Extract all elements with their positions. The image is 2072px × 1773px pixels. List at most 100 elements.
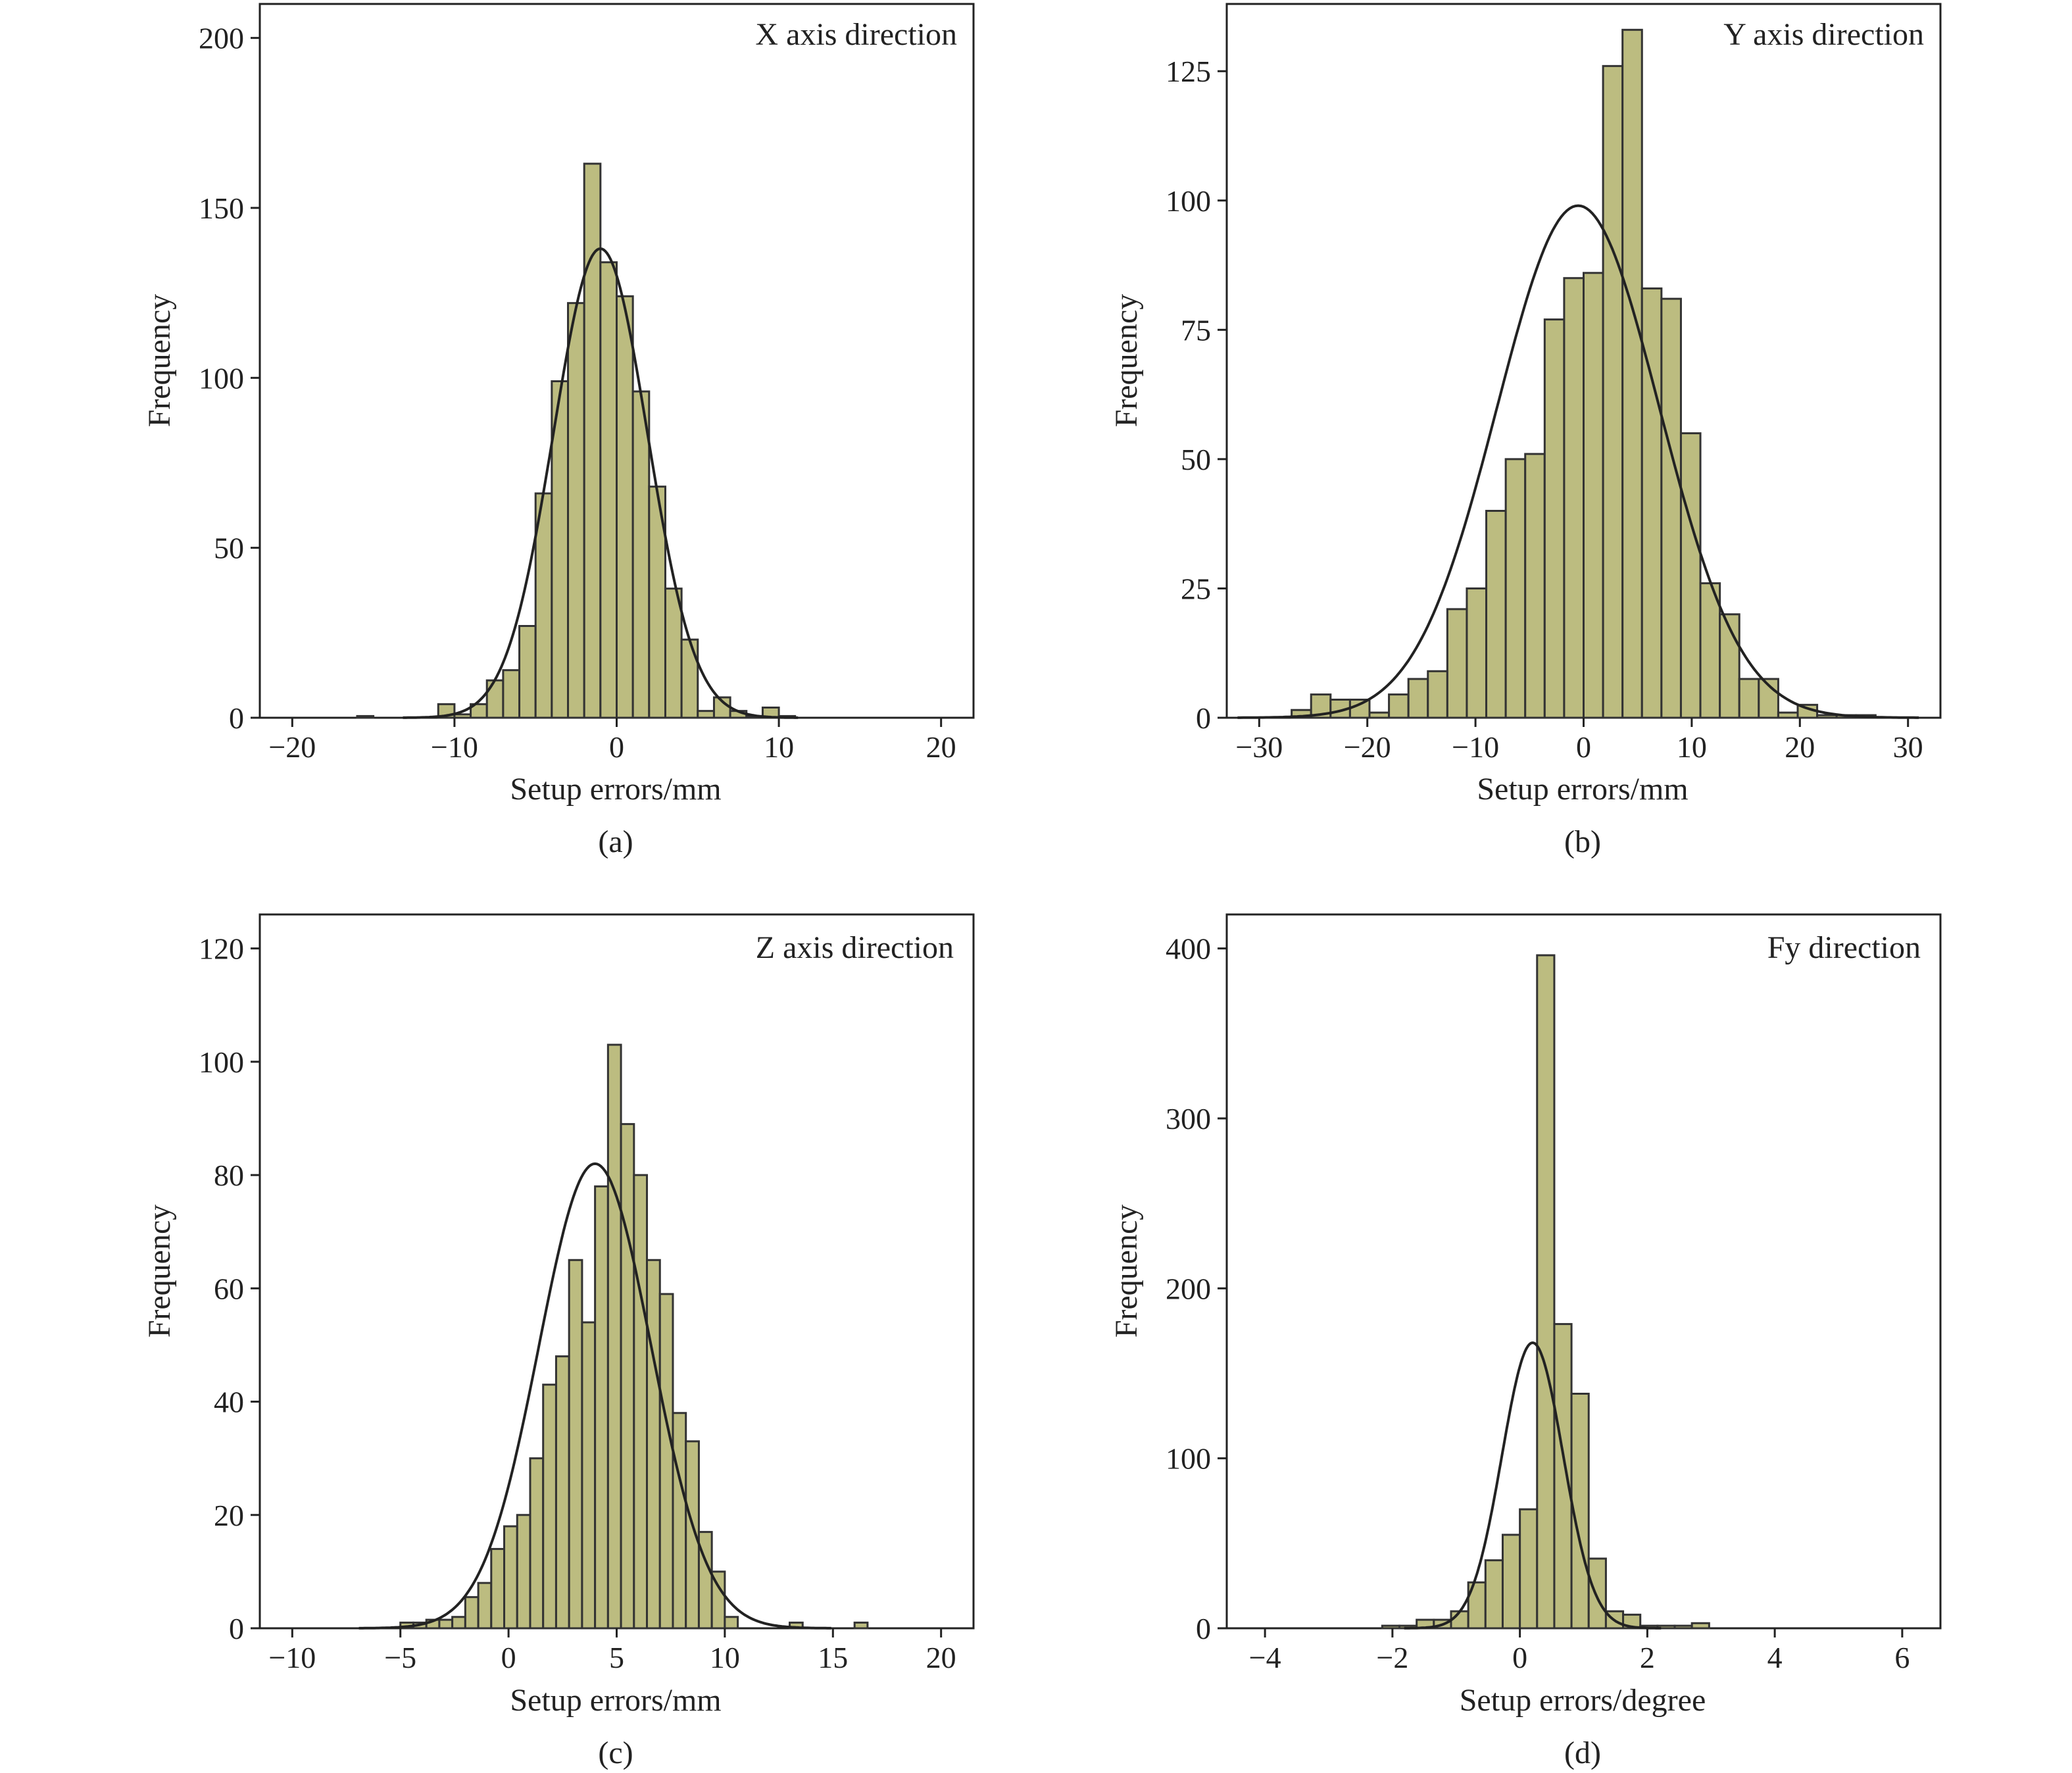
- panel-caption: (d): [1564, 1736, 1601, 1770]
- histogram-bar: [451, 1616, 466, 1630]
- y-tick-label: 80: [214, 1159, 244, 1192]
- histogram-bar: [1699, 582, 1721, 719]
- x-tick-label: −5: [384, 1641, 416, 1674]
- histogram-bar: [594, 1185, 609, 1630]
- y-axis-title: Frequency: [1109, 294, 1144, 428]
- histogram-bar: [1758, 678, 1779, 719]
- panel-title: Fy direction: [1767, 930, 1921, 965]
- y-tick-label: 0: [229, 1612, 244, 1645]
- histogram-bar: [606, 1043, 622, 1630]
- histogram-bar: [453, 713, 472, 719]
- y-tick-label: 200: [1166, 1272, 1211, 1305]
- axis-ticks: −4 −2 0 2 4 6 0 100 200 300 400: [1166, 932, 1910, 1674]
- histogram-bar: [1388, 693, 1410, 719]
- histogram-bar: [581, 1321, 597, 1630]
- panel-caption: (c): [598, 1736, 633, 1770]
- histogram-bar: [697, 710, 715, 719]
- histogram-bar: [485, 679, 505, 719]
- panel-c: −10 −5 0 5 10 15 20 0 20 40 60 80 100 120 Z axis dire…: [142, 913, 975, 1770]
- normal-fit-curve: [403, 247, 799, 719]
- x-tick-label: −30: [1235, 730, 1283, 764]
- histogram-bar: [502, 669, 521, 719]
- y-tick-label: 25: [1181, 572, 1211, 605]
- histogram-bar: [1485, 510, 1507, 719]
- histogram-bar: [1738, 678, 1760, 719]
- histogram-bar: [1777, 711, 1799, 719]
- x-tick-label: 0: [501, 1641, 516, 1674]
- histogram-bar: [672, 1412, 687, 1630]
- histogram-bar: [620, 1123, 635, 1630]
- x-tick-label: −20: [1344, 730, 1391, 764]
- x-tick-label: 10: [764, 730, 794, 764]
- histogram-bar: [1583, 272, 1604, 719]
- histogram-bar: [633, 1174, 649, 1630]
- y-axis-title: Frequency: [142, 1205, 177, 1338]
- histogram-bar: [1621, 28, 1643, 719]
- x-axis-title: Setup errors/mm: [510, 1683, 721, 1718]
- histogram-bar: [551, 380, 570, 719]
- x-axis-title: Setup errors/mm: [1477, 772, 1688, 807]
- histogram-bar: [646, 1259, 661, 1630]
- histogram-bar: [1446, 608, 1468, 719]
- x-tick-label: 20: [1785, 730, 1815, 764]
- panel-b: −30 −20 −10 0 10 20 30 0 25 50 75 100 125 Y axis dir…: [1109, 3, 1942, 859]
- y-tick-label: 60: [214, 1272, 244, 1305]
- histogram-bar: [1587, 1557, 1607, 1630]
- y-tick-label: 50: [214, 532, 244, 565]
- histogram-bar: [616, 295, 634, 719]
- y-tick-label: 0: [229, 701, 244, 735]
- histogram-bar: [464, 1596, 480, 1630]
- y-tick-label: 100: [1166, 1442, 1211, 1476]
- x-tick-label: 2: [1640, 1641, 1655, 1674]
- normal-fit-curve: [1404, 1341, 1662, 1630]
- y-tick-label: 120: [199, 932, 244, 966]
- histogram-bar: [1640, 287, 1663, 719]
- histogram-bar: [542, 1384, 557, 1630]
- histogram-bars: [1291, 28, 1877, 719]
- histogram-bar: [529, 1457, 545, 1630]
- axis-ticks: −10 −5 0 5 10 15 20 0 20 40 60 80 100 120: [199, 932, 956, 1674]
- x-tick-label: 5: [609, 1641, 624, 1674]
- histogram-bar: [518, 625, 537, 719]
- y-tick-label: 20: [214, 1499, 244, 1532]
- x-tick-label: 20: [926, 1641, 956, 1674]
- histogram-bar: [1660, 297, 1682, 719]
- histogram-bar: [1816, 714, 1838, 719]
- x-tick-label: −4: [1249, 1641, 1281, 1674]
- histogram-bar: [710, 1570, 726, 1630]
- histogram-bar: [1673, 1624, 1693, 1630]
- histogram-bar: [1466, 587, 1488, 719]
- histogram-bar: [1504, 458, 1527, 719]
- x-axis-title: Setup errors/degree: [1460, 1683, 1706, 1718]
- normal-fit-curve: [358, 1162, 831, 1630]
- histogram-bar: [503, 1525, 518, 1630]
- x-tick-label: 0: [609, 730, 624, 764]
- histogram-bar: [356, 714, 375, 719]
- histogram-bar: [1484, 1559, 1504, 1630]
- histogram-bars: [356, 162, 797, 719]
- normal-fit-curve: [1237, 204, 1919, 719]
- histogram-bar: [477, 1582, 493, 1630]
- axis-ticks: −30 −20 −10 0 10 20 30 0 25 50 75 100 125: [1166, 55, 1923, 764]
- panel-title: Z axis direction: [756, 930, 954, 965]
- histogram-bar: [1536, 954, 1556, 1630]
- y-tick-label: 200: [199, 22, 244, 55]
- x-tick-label: 0: [1576, 730, 1591, 764]
- histogram-bar: [1602, 64, 1624, 719]
- y-tick-label: 0: [1196, 701, 1211, 735]
- y-tick-label: 150: [199, 191, 244, 225]
- histogram-bar: [724, 1616, 739, 1630]
- y-axis-title: Frequency: [1109, 1205, 1144, 1338]
- histogram-bar: [1553, 1323, 1573, 1630]
- y-tick-label: 40: [214, 1386, 244, 1419]
- x-tick-label: 15: [818, 1641, 848, 1674]
- histogram-bar: [583, 162, 602, 719]
- histogram-bars: [1381, 954, 1710, 1630]
- x-tick-label: 20: [926, 730, 956, 764]
- panel-title: X axis direction: [755, 17, 957, 52]
- x-tick-label: 10: [1677, 730, 1707, 764]
- histogram-bar: [631, 390, 651, 719]
- x-tick-label: −10: [431, 730, 478, 764]
